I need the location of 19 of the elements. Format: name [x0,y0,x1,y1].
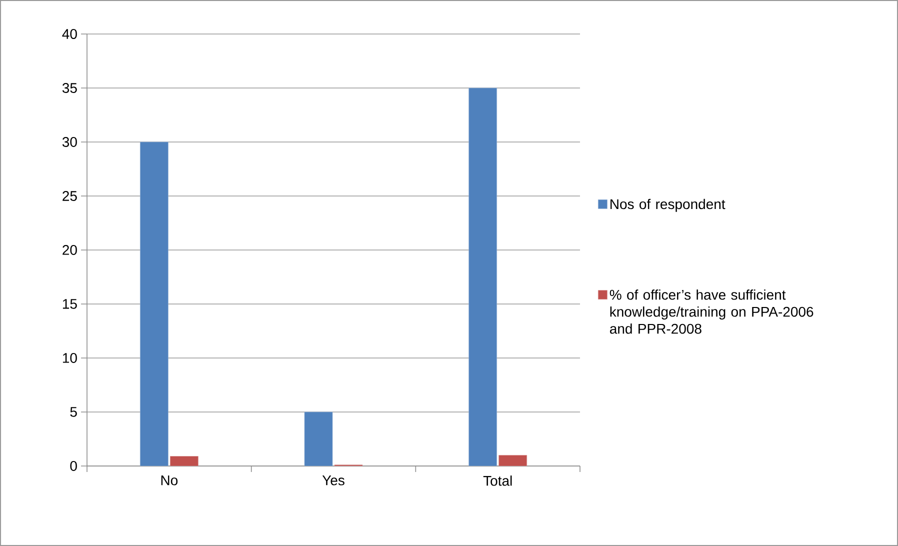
y-tick-label: 0 [70,461,77,471]
y-tick-label: 20 [62,245,77,255]
legend-label: Nos of respondent [610,198,726,212]
x-tick-label: Yes [322,476,344,486]
legend-label: % of officer’s have sufficient knowledge/training on PPA-2006 and PPR-2008 [610,289,814,334]
bar [170,456,198,466]
y-tick-label: 15 [62,299,77,309]
y-tick-label: 5 [70,407,77,417]
bar [498,454,528,466]
bar [468,88,498,466]
x-tick-label: Total [483,476,512,486]
bar [140,142,168,466]
y-tick-label: 10 [62,353,77,363]
x-tick-label: No [161,476,178,486]
bar [304,412,333,466]
y-tick-label: 35 [62,83,77,93]
y-tick-label: 25 [62,191,77,201]
y-tick-label: 40 [62,29,77,39]
y-tick-label: 30 [62,137,77,147]
